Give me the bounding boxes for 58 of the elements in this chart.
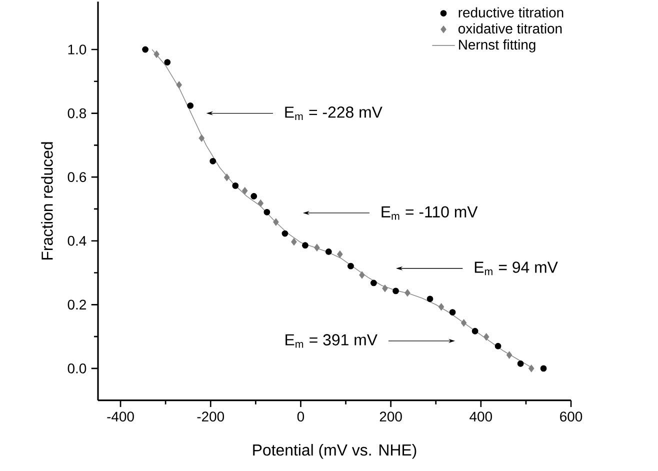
annotation: E$_{m}$ = 94 mV — [474, 262, 558, 276]
point — [483, 333, 490, 341]
point — [232, 182, 239, 189]
point — [314, 244, 320, 252]
x-tick-label: -200 — [197, 412, 224, 422]
point — [494, 342, 502, 350]
point — [282, 230, 288, 237]
point — [210, 158, 216, 164]
point — [426, 296, 434, 302]
point — [404, 289, 410, 297]
point — [187, 102, 194, 109]
point — [325, 248, 332, 255]
point — [142, 46, 148, 53]
annotation: E$_{m}$ = -228 mV — [285, 106, 382, 120]
point — [198, 134, 204, 142]
annotation: E$_{m}$ = -110 mV — [382, 206, 478, 220]
point — [392, 288, 399, 294]
point — [359, 271, 365, 279]
point — [154, 50, 160, 58]
y-tick-label: 0.0 — [68, 364, 86, 374]
y-tick-label: 0.4 — [68, 236, 86, 246]
point — [291, 238, 297, 246]
point — [176, 81, 182, 89]
point — [258, 200, 264, 207]
point — [348, 262, 354, 270]
point — [382, 284, 388, 292]
y-tick-label: 0.6 — [68, 172, 86, 182]
point — [273, 218, 279, 226]
point — [460, 319, 467, 327]
point — [506, 351, 512, 359]
point — [528, 364, 534, 372]
x-tick-label: 600 — [560, 412, 582, 422]
point — [264, 208, 270, 216]
y-tick-label: 0.2 — [68, 300, 86, 310]
x-tick-label: 200 — [380, 412, 402, 422]
x-tick-label: 400 — [470, 412, 492, 422]
point — [540, 365, 547, 372]
point — [472, 328, 478, 334]
y-tick-label: 0.8 — [68, 108, 86, 118]
legend-label: reductive titration — [458, 7, 564, 18]
x-tick-label: -400 — [107, 412, 134, 422]
point — [302, 242, 308, 249]
y-tick-label: 1.0 — [68, 44, 86, 54]
x-tick-label: 0 — [297, 412, 304, 422]
x-axis-title: Potential (mV vs. NHE) — [253, 444, 416, 459]
point — [337, 250, 343, 258]
annotation: E$_{m}$ = 391 mV — [286, 334, 378, 348]
legend-label: Nernst fitting — [459, 39, 536, 52]
point — [224, 174, 230, 182]
point — [250, 193, 258, 200]
point — [438, 303, 444, 311]
point — [370, 280, 377, 286]
point — [517, 360, 524, 367]
point — [449, 309, 456, 316]
y-axis-title: Fraction reduced — [41, 142, 53, 260]
point — [164, 59, 171, 66]
point — [242, 187, 248, 195]
legend-label: oxidative titration — [458, 23, 562, 34]
